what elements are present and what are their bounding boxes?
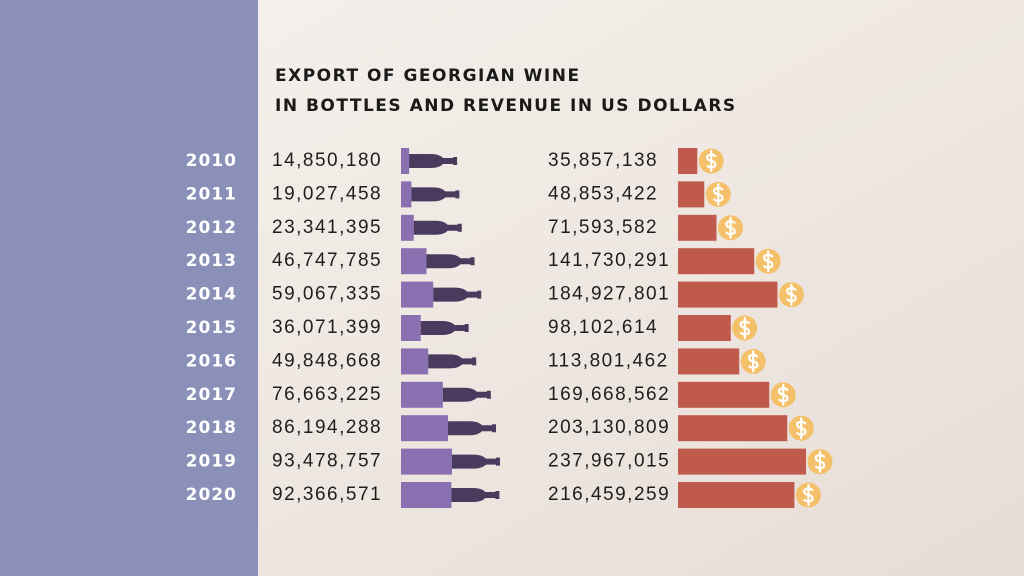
dollar-icon xyxy=(747,350,759,373)
bottle-neck xyxy=(411,187,460,202)
year-label: 2017 xyxy=(186,385,237,405)
year-label: 2020 xyxy=(186,485,237,505)
value-label: 49,848,668 xyxy=(272,350,382,371)
bottle-body xyxy=(401,415,449,442)
year-label: 2018 xyxy=(186,418,237,438)
dollar-icon xyxy=(706,149,717,173)
year-label: 2013 xyxy=(186,251,237,271)
revenue-bar xyxy=(678,415,788,442)
bottle-body xyxy=(401,482,452,508)
revenue-bar xyxy=(678,348,740,375)
value-label: 23,341,395 xyxy=(272,217,382,238)
year-label: 2012 xyxy=(186,218,237,238)
bottle-body xyxy=(401,448,452,475)
value-label: 36,071,399 xyxy=(272,317,382,338)
year-label: 2015 xyxy=(186,318,237,338)
bottle-neck xyxy=(409,154,458,168)
value-label: 76,663,225 xyxy=(272,384,382,405)
dollar-icon xyxy=(725,216,736,239)
bottle-body xyxy=(401,248,427,275)
bottle-neck xyxy=(452,454,500,469)
value-label: 86,194,288 xyxy=(272,417,382,438)
dollar-icon xyxy=(796,417,807,440)
value-label: 19,027,458 xyxy=(272,183,382,204)
revenue-bar xyxy=(678,381,770,408)
bottle-neck xyxy=(426,254,475,269)
bottle-body xyxy=(401,381,443,408)
value-label: 59,067,335 xyxy=(272,284,382,305)
revenue-bar xyxy=(678,181,705,208)
value-label: 92,366,571 xyxy=(272,484,382,505)
revenue-bar xyxy=(678,214,717,241)
value-label: 14,850,180 xyxy=(272,150,382,171)
bottle-body xyxy=(401,281,434,308)
bottle-neck xyxy=(428,354,477,369)
value-label: 98,102,614 xyxy=(548,317,658,338)
value-label: 71,593,582 xyxy=(548,217,658,238)
bottle-body xyxy=(401,348,429,375)
value-label: 141,730,291 xyxy=(548,250,670,271)
value-label: 184,927,801 xyxy=(548,284,670,305)
bottle-body xyxy=(401,148,410,174)
revenue-bar xyxy=(678,315,731,341)
dollar-icon xyxy=(814,450,826,473)
value-label: 169,668,562 xyxy=(548,384,670,405)
value-label: 46,747,785 xyxy=(272,250,382,271)
year-label: 2010 xyxy=(186,151,237,171)
value-label: 237,967,015 xyxy=(548,451,670,472)
bottle-neck xyxy=(413,220,462,235)
year-label: 2019 xyxy=(186,452,237,472)
revenue-bar xyxy=(678,148,698,174)
value-label: 35,857,138 xyxy=(548,150,658,171)
bottle-neck xyxy=(448,421,497,436)
dollar-icon xyxy=(739,316,751,340)
bottle-neck xyxy=(420,321,469,335)
dollar-icon xyxy=(778,383,789,406)
bottle-neck xyxy=(433,287,482,302)
year-label: 2016 xyxy=(186,351,237,371)
chart-title: EXPORT OF GEORGIAN WINE xyxy=(275,66,581,86)
dollar-icon xyxy=(713,183,724,206)
dollar-icon xyxy=(762,250,774,273)
side-panel xyxy=(0,0,258,576)
revenue-bar xyxy=(678,482,795,508)
revenue-bar xyxy=(678,281,778,308)
bottle-body xyxy=(401,214,414,241)
year-label: 2011 xyxy=(186,184,237,204)
value-label: 48,853,422 xyxy=(548,183,658,204)
bottle-body xyxy=(401,315,421,341)
bottle-body xyxy=(401,181,412,208)
year-label: 2014 xyxy=(186,285,237,305)
value-label: 93,478,757 xyxy=(272,451,382,472)
value-label: 216,459,259 xyxy=(548,484,670,505)
revenue-bar xyxy=(678,448,806,475)
bottle-neck xyxy=(451,488,500,502)
chart-subtitle: IN BOTTLES AND REVENUE IN US DOLLARS xyxy=(275,96,737,116)
value-label: 203,130,809 xyxy=(548,417,670,438)
value-label: 113,801,462 xyxy=(548,350,669,371)
dollar-icon xyxy=(803,483,814,507)
bottle-neck xyxy=(442,387,491,402)
dollar-icon xyxy=(786,283,797,306)
revenue-bar xyxy=(678,248,755,275)
